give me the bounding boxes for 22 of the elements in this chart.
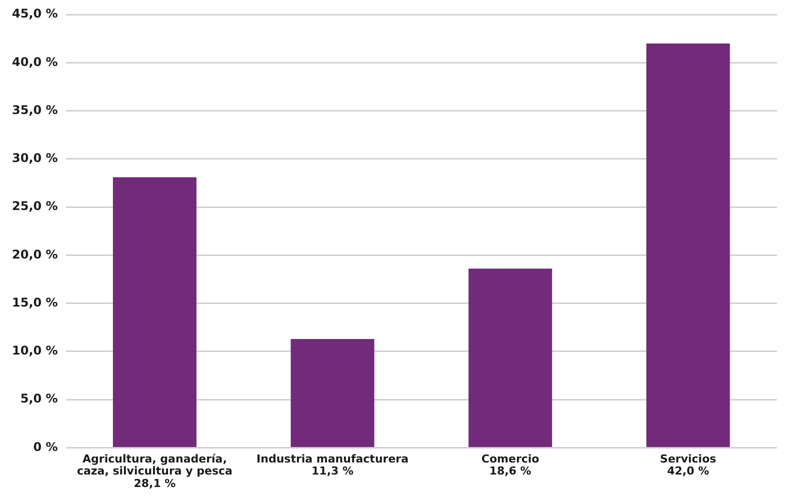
y-tick-label: 30,0 % (12, 151, 58, 166)
x-tick-label: Servicios (660, 452, 717, 466)
data-label: 28,1 % (134, 476, 176, 490)
bar (290, 338, 374, 447)
y-tick-label: 0 % (33, 440, 58, 454)
data-label: 11,3 % (312, 464, 354, 478)
y-tick-label: 35,0 % (12, 102, 58, 117)
bar (468, 268, 552, 447)
data-label: 42,0 % (667, 464, 710, 478)
x-tick-label: Comercio (481, 452, 540, 466)
y-tick-label: 5,0 % (20, 392, 58, 406)
bar (646, 43, 730, 447)
y-tick-label: 10,0 % (12, 344, 58, 358)
x-tick-label: Agricultura, ganadería, caza, silvicultura y pesca (76, 452, 232, 478)
x-tick-label: Industria manufacturera (256, 452, 408, 466)
y-tick-label: 15,0 % (12, 295, 58, 310)
data-label: 18,6 % (489, 464, 532, 478)
y-tick-label: 20,0 % (12, 247, 58, 262)
y-tick-label: 25,0 % (12, 199, 58, 214)
y-tick-label: 40,0 % (12, 54, 58, 69)
bar (112, 177, 196, 447)
y-tick-label: 45,0 % (12, 6, 58, 21)
